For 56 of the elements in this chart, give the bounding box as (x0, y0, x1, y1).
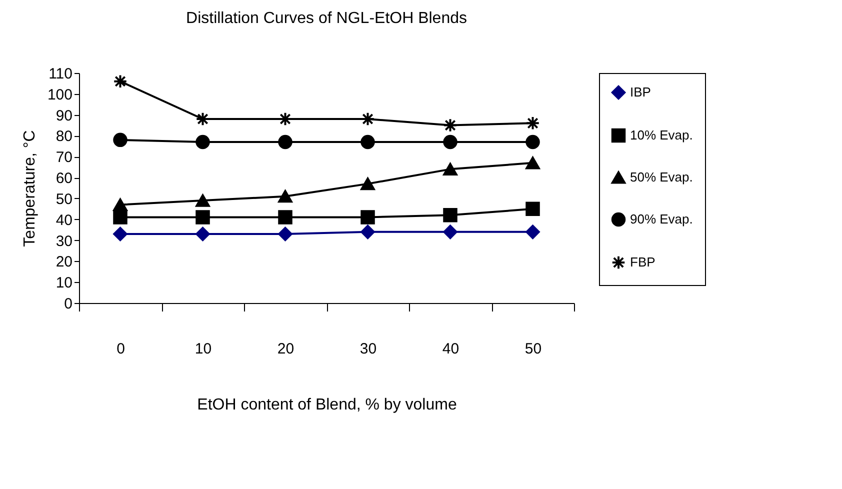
point (196, 226, 210, 242)
point (113, 74, 128, 88)
point (443, 134, 458, 150)
point (443, 224, 458, 240)
point (278, 134, 292, 150)
y-tick-label: 90 (56, 107, 72, 124)
x-tick-label: 10 (194, 340, 212, 358)
y-axis-title: Temperature, °C (21, 130, 38, 247)
point (113, 132, 128, 148)
y-tick-label: 70 (56, 149, 72, 166)
point (113, 198, 128, 212)
point (526, 224, 540, 240)
x-tick-label: 50 (524, 340, 542, 358)
legend-label: 10% Evap. (630, 128, 693, 142)
x-tick-label: 30 (360, 340, 377, 358)
legend-label: 90% Evap. (630, 212, 693, 226)
y-tick-label: 110 (48, 66, 72, 82)
point (278, 190, 292, 203)
point (360, 210, 375, 224)
point (526, 116, 540, 130)
y-tick-label: 60 (56, 170, 72, 188)
y-tick-label: 80 (56, 128, 72, 146)
y-tick-label: 30 (56, 232, 72, 250)
x-axis-title: EtOH content of Blend, % by volume (197, 396, 457, 414)
point (278, 112, 292, 126)
point (196, 134, 210, 150)
point (360, 112, 375, 126)
point (526, 134, 540, 150)
point (443, 162, 458, 176)
x-tick-label: 0 (116, 340, 125, 358)
x-tick-label: 20 (277, 340, 294, 358)
y-tick-label: 20 (56, 254, 72, 271)
x-tick-label: 40 (442, 340, 460, 358)
point (113, 226, 128, 242)
y-tick-label: 100 (47, 86, 72, 104)
point (196, 194, 210, 207)
legend-label: IBP (630, 84, 651, 100)
point (278, 226, 292, 242)
point (360, 224, 375, 240)
point (278, 210, 292, 224)
chart-title: Distillation Curves of NGL-EtOH Blends (186, 10, 467, 27)
y-tick-label: 40 (56, 212, 72, 229)
legend-label: 50% Evap. (630, 170, 693, 184)
point (196, 210, 210, 224)
point (196, 112, 210, 126)
point (443, 118, 458, 132)
point (526, 156, 540, 170)
y-tick-label: 50 (56, 190, 72, 208)
point (113, 210, 128, 224)
point (360, 178, 375, 190)
y-tick-label: 10 (56, 274, 72, 292)
y-tick-label: 0 (64, 296, 72, 312)
point (360, 134, 375, 150)
point (443, 208, 458, 222)
point (526, 202, 540, 216)
legend-label: FBP (630, 254, 656, 270)
